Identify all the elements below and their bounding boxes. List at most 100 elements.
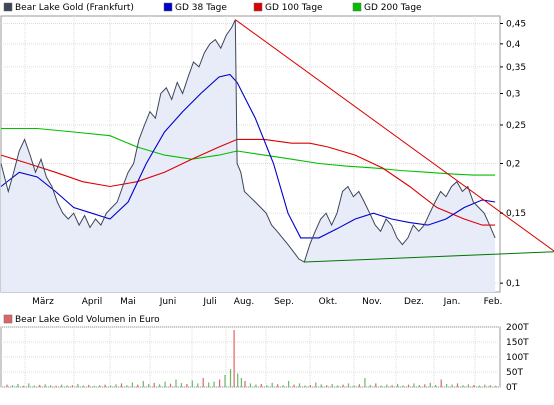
volume-bar (288, 381, 290, 387)
volume-bar (126, 385, 128, 387)
volume-bar (397, 384, 399, 387)
volume-bar (175, 379, 177, 387)
volume-bar (462, 385, 464, 387)
price-chart: 0,1 0,15 0,2 0,25 0,3 0,35 0,4 0,45 März April Ma… (0, 15, 554, 307)
price-area (1, 19, 496, 292)
volume-bar (375, 383, 377, 387)
volume-bar (446, 384, 448, 387)
volume-bar (380, 385, 382, 387)
legend-swatch-price (3, 2, 13, 12)
volume-bar (407, 384, 410, 387)
x-tick-label: März (32, 297, 54, 307)
y-tick-label: 0,4 (506, 40, 521, 50)
price-y-axis: 0,1 0,15 0,2 0,25 0,3 0,35 0,4 0,45 (500, 20, 526, 289)
y-tick-label: 0,25 (506, 121, 526, 131)
volume-bar (82, 385, 84, 387)
volume-bar (473, 384, 475, 387)
x-tick-label: Sep. (274, 297, 294, 307)
volume-bar (386, 384, 388, 387)
volume-legend-swatch (3, 314, 13, 324)
volume-bar (180, 383, 182, 387)
volume-bar (93, 385, 95, 387)
x-tick-label: Nov. (362, 297, 382, 307)
volume-bar (271, 382, 273, 387)
price-area-fill (1, 19, 496, 292)
volume-bar (315, 382, 317, 387)
volume-bar (153, 382, 155, 387)
volume-plot-frame (0, 326, 501, 388)
volume-bar (456, 383, 459, 387)
volume-bar (39, 384, 41, 387)
volume-bar (60, 384, 63, 387)
x-tick-label: Juni (159, 297, 177, 307)
volume-legend: Bear Lake Gold Volumen in Euro (3, 314, 160, 325)
x-tick-label: Juli (202, 297, 216, 307)
volume-bar (402, 385, 404, 387)
volume-bar (266, 385, 268, 387)
volume-bar (148, 384, 150, 387)
volume-bar (364, 378, 366, 387)
volume-legend-label: Bear Lake Gold Volumen in Euro (15, 315, 160, 325)
volume-grid (1, 326, 500, 388)
volume-bar (44, 384, 46, 387)
y-tick-label: 0,45 (506, 20, 526, 30)
volume-bar (229, 369, 232, 387)
volume-bar (50, 385, 52, 387)
volume-bar (424, 384, 426, 387)
volume-bar (467, 384, 469, 387)
volume-bar (489, 385, 491, 387)
volume-bar (298, 383, 301, 387)
y-tick-label: 0,3 (506, 89, 520, 99)
volume-bar (33, 385, 35, 387)
volume-bar (391, 385, 393, 387)
volume-y-tick-label: 100T (506, 353, 529, 363)
volume-y-axis: 0T 50T 100T 150T 200T (506, 323, 529, 393)
volume-bar (237, 373, 239, 387)
price-line (0, 19, 496, 263)
gd38-line (0, 73, 496, 239)
volume-bar (131, 382, 133, 387)
volume-bar (484, 384, 486, 387)
price-legend: Bear Lake Gold (Frankfurt) GD 38 Tage GD 1… (3, 2, 422, 13)
volume-bar (115, 384, 117, 387)
volume-bar (233, 330, 235, 387)
volume-bar (213, 381, 215, 387)
volume-bar (244, 381, 246, 387)
volume-bar (110, 385, 112, 387)
volume-bar (369, 384, 371, 387)
x-tick-label: Mai (120, 297, 136, 307)
volume-bar (478, 385, 480, 387)
volume-bar (66, 385, 68, 387)
volume-bar (358, 384, 360, 387)
volume-bar (249, 383, 251, 387)
y-tick-label: 0,35 (506, 63, 526, 73)
price-x-axis: März April Mai Juni Juli Aug. Sep. Okt. Nov. Dez.… (32, 297, 502, 307)
volume-bar (186, 384, 188, 387)
volume-y-tick-label: 150T (506, 338, 529, 348)
volume-bar (418, 385, 420, 387)
x-tick-label: April (82, 297, 103, 307)
volume-bar (320, 384, 322, 387)
volume-bar (142, 381, 144, 387)
volume-bar (202, 378, 204, 387)
volume-bar (429, 382, 431, 387)
volume-bar (342, 384, 344, 387)
volume-bar (28, 383, 30, 387)
volume-bar (331, 384, 333, 387)
x-tick-label: Aug. (234, 297, 254, 307)
legend-label-gd200: GD 200 Tage (364, 3, 422, 13)
volume-bar (347, 383, 350, 387)
volume-bar (337, 385, 339, 387)
volume-chart: 0T 50T 100T 150T 200T (0, 323, 529, 393)
volume-bars (6, 330, 497, 387)
y-tick-label: 0,2 (506, 159, 520, 169)
legend-label-gd38: GD 38 Tage (175, 3, 227, 13)
volume-bar (17, 384, 19, 387)
volume-y-tick-label: 0T (506, 383, 518, 393)
volume-bar (99, 385, 101, 387)
legend-label-gd100: GD 100 Tage (265, 3, 323, 13)
legend-swatch-gd38 (163, 2, 173, 12)
volume-bar (120, 383, 123, 387)
volume-bar (71, 385, 73, 387)
